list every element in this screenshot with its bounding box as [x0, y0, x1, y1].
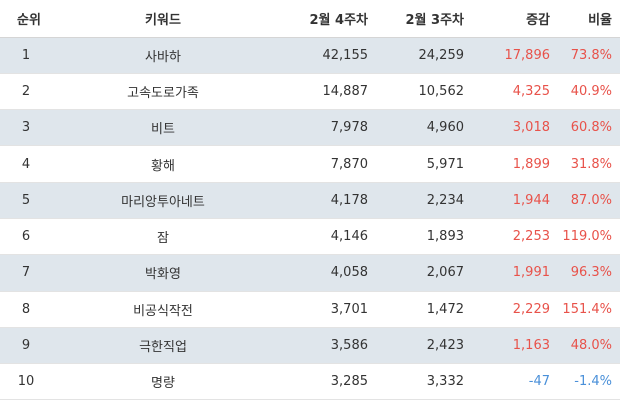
table-row: 8 비공식작전 3,701 1,472 2,229 151.4%: [0, 291, 620, 328]
header-change: 증감: [472, 0, 558, 38]
table-row: 9 극한직업 3,586 2,423 1,163 48.0%: [0, 327, 620, 365]
cell-keyword: 마리앙투아네트: [58, 182, 268, 219]
cell-ratio: 96.3%: [558, 254, 620, 292]
cell-week3: 2,234: [376, 182, 472, 219]
cell-rank: 8: [0, 291, 58, 328]
table-header-row: 순위 키워드 2월 4주차 2월 3주차 증감 비율: [0, 0, 620, 38]
cell-keyword: 박화영: [58, 254, 268, 292]
cell-week3: 10,562: [376, 73, 472, 111]
cell-ratio: 73.8%: [558, 37, 620, 74]
table-row: 3 비트 7,978 4,960 3,018 60.8%: [0, 109, 620, 147]
cell-keyword: 잠: [58, 218, 268, 256]
cell-rank: 5: [0, 182, 58, 219]
cell-change: 3,018: [472, 109, 558, 147]
cell-week4: 3,586: [268, 327, 376, 365]
header-week4: 2월 4주차: [268, 0, 376, 38]
cell-change: 1,944: [472, 182, 558, 219]
cell-ratio: 119.0%: [558, 218, 620, 256]
cell-ratio: 87.0%: [558, 182, 620, 219]
cell-change: 2,253: [472, 218, 558, 256]
cell-keyword: 비공식작전: [58, 291, 268, 328]
table-row: 7 박화영 4,058 2,067 1,991 96.3%: [0, 254, 620, 292]
cell-week3: 24,259: [376, 37, 472, 74]
cell-rank: 9: [0, 327, 58, 365]
cell-week4: 7,978: [268, 109, 376, 147]
cell-rank: 2: [0, 73, 58, 111]
cell-rank: 6: [0, 218, 58, 256]
table-row: 4 황해 7,870 5,971 1,899 31.8%: [0, 145, 620, 183]
cell-week3: 5,971: [376, 145, 472, 183]
cell-keyword: 극한직업: [58, 327, 268, 365]
cell-week3: 1,472: [376, 291, 472, 328]
table-body: 1 사바하 42,155 24,259 17,896 73.8% 2 고속도로가족 14,887…: [0, 37, 620, 400]
cell-keyword: 사바하: [58, 37, 268, 74]
cell-rank: 3: [0, 109, 58, 147]
cell-rank: 4: [0, 145, 58, 183]
cell-ratio: 60.8%: [558, 109, 620, 147]
cell-week3: 3,332: [376, 363, 472, 400]
header-ratio: 비율: [558, 0, 620, 38]
cell-week4: 3,701: [268, 291, 376, 328]
cell-ratio: 31.8%: [558, 145, 620, 183]
cell-rank: 1: [0, 37, 58, 74]
cell-week4: 3,285: [268, 363, 376, 400]
cell-week3: 2,067: [376, 254, 472, 292]
cell-week4: 4,146: [268, 218, 376, 256]
cell-rank: 10: [0, 363, 58, 400]
header-keyword: 키워드: [58, 0, 268, 38]
cell-ratio: 48.0%: [558, 327, 620, 365]
table-row: 6 잠 4,146 1,893 2,253 119.0%: [0, 218, 620, 256]
cell-change: 4,325: [472, 73, 558, 111]
cell-rank: 7: [0, 254, 58, 292]
cell-week3: 4,960: [376, 109, 472, 147]
table-row: 1 사바하 42,155 24,259 17,896 73.8%: [0, 37, 620, 74]
cell-keyword: 비트: [58, 109, 268, 147]
cell-ratio: -1.4%: [558, 363, 620, 400]
cell-change: -47: [472, 363, 558, 400]
cell-ratio: 151.4%: [558, 291, 620, 328]
cell-week3: 2,423: [376, 327, 472, 365]
cell-keyword: 고속도로가족: [58, 73, 268, 111]
table-row: 2 고속도로가족 14,887 10,562 4,325 40.9%: [0, 73, 620, 111]
header-week3: 2월 3주차: [376, 0, 472, 38]
cell-keyword: 황해: [58, 145, 268, 183]
cell-week4: 7,870: [268, 145, 376, 183]
table-row: 10 명량 3,285 3,332 -47 -1.4%: [0, 363, 620, 400]
header-rank: 순위: [0, 0, 58, 38]
cell-change: 2,229: [472, 291, 558, 328]
cell-change: 1,991: [472, 254, 558, 292]
cell-week4: 4,058: [268, 254, 376, 292]
cell-keyword: 명량: [58, 363, 268, 400]
cell-week3: 1,893: [376, 218, 472, 256]
cell-week4: 42,155: [268, 37, 376, 74]
cell-change: 17,896: [472, 37, 558, 74]
cell-change: 1,899: [472, 145, 558, 183]
cell-week4: 4,178: [268, 182, 376, 219]
table-row: 5 마리앙투아네트 4,178 2,234 1,944 87.0%: [0, 182, 620, 219]
cell-change: 1,163: [472, 327, 558, 365]
cell-ratio: 40.9%: [558, 73, 620, 111]
cell-week4: 14,887: [268, 73, 376, 111]
